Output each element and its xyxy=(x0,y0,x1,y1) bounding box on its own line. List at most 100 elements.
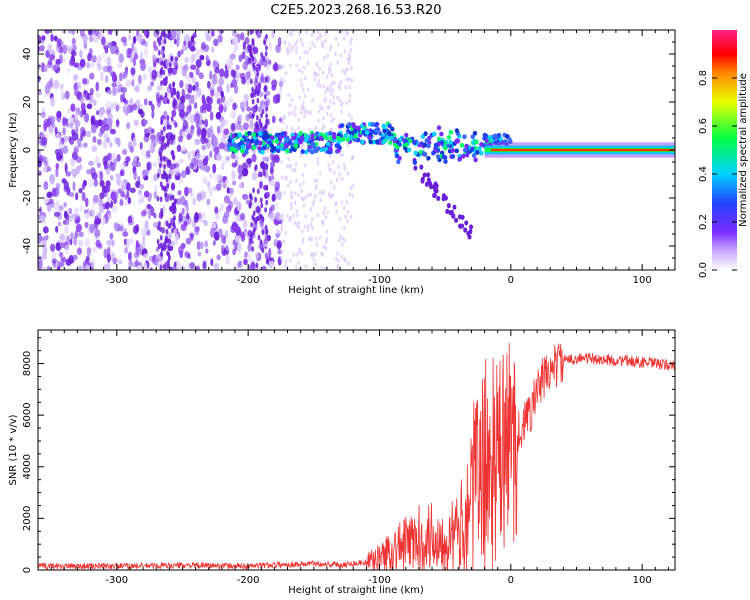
noise-blob xyxy=(225,58,231,67)
noise-blob xyxy=(218,174,224,182)
signal-blob xyxy=(387,123,392,129)
noise-blob xyxy=(212,59,217,70)
noise-blob xyxy=(129,98,133,105)
signal-blob xyxy=(270,135,275,141)
noise-blob xyxy=(163,163,166,170)
noise-blob xyxy=(305,109,308,115)
noise-blob xyxy=(300,251,304,256)
noise-blob xyxy=(171,109,177,118)
noise-blob xyxy=(170,182,176,191)
signal-blob xyxy=(227,138,232,144)
noise-blob xyxy=(136,265,143,270)
noise-blob xyxy=(62,44,68,55)
noise-blob xyxy=(124,69,128,78)
noise-blob xyxy=(216,212,220,222)
noise-blob xyxy=(176,35,180,45)
noise-blob xyxy=(55,200,60,208)
noise-blob xyxy=(185,237,192,245)
noise-blob xyxy=(342,162,346,168)
signal-blob xyxy=(385,135,390,141)
noise-blob xyxy=(302,203,306,208)
signal-blob xyxy=(370,129,375,135)
noise-blob xyxy=(224,119,228,126)
noise-blob xyxy=(105,185,111,193)
noise-blob xyxy=(199,54,205,61)
noise-blob xyxy=(338,216,342,222)
noise-blob xyxy=(107,30,113,35)
noise-blob xyxy=(151,110,155,119)
noise-blob xyxy=(292,252,296,257)
noise-blob xyxy=(96,92,101,99)
noise-blob xyxy=(342,225,346,230)
signal-blob xyxy=(406,147,412,153)
noise-blob xyxy=(55,58,61,66)
noise-blob xyxy=(229,53,236,60)
noise-blob xyxy=(264,51,268,57)
noise-blob xyxy=(205,35,212,42)
noise-blob xyxy=(324,245,328,251)
signal-blob xyxy=(458,223,463,229)
noise-blob xyxy=(300,196,304,202)
noise-blob xyxy=(169,195,173,201)
noise-blob xyxy=(161,226,166,234)
noise-blob xyxy=(105,100,112,111)
noise-blob xyxy=(280,76,283,81)
noise-blob xyxy=(175,64,179,71)
noise-blob xyxy=(105,168,110,174)
noise-blob xyxy=(312,257,316,263)
noise-layer xyxy=(38,30,355,270)
noise-blob xyxy=(329,91,333,97)
noise-blob xyxy=(154,184,158,193)
noise-blob xyxy=(315,63,319,68)
noise-blob xyxy=(47,43,53,53)
noise-blob xyxy=(240,32,245,41)
noise-blob xyxy=(74,120,81,128)
y-tick-label: 40 xyxy=(22,48,33,61)
noise-blob xyxy=(209,70,213,80)
signal-blob xyxy=(424,181,429,187)
signal-blob xyxy=(454,217,459,223)
noise-blob xyxy=(84,264,90,270)
noise-blob xyxy=(313,178,316,183)
noise-blob xyxy=(231,170,236,181)
noise-blob xyxy=(198,72,204,80)
signal-blob xyxy=(422,142,428,148)
noise-blob xyxy=(163,38,167,45)
noise-blob xyxy=(78,239,84,247)
noise-blob xyxy=(59,242,65,249)
noise-blob xyxy=(68,254,74,264)
noise-blob xyxy=(349,214,353,219)
noise-blob xyxy=(196,192,202,202)
noise-blob xyxy=(177,50,181,58)
noise-blob xyxy=(62,116,66,127)
noise-blob xyxy=(228,187,234,195)
noise-blob xyxy=(256,71,260,77)
signal-blob xyxy=(479,142,484,147)
signal-blob xyxy=(413,165,418,171)
noise-blob xyxy=(177,135,183,143)
signal-blob xyxy=(448,129,454,135)
signal-blob xyxy=(439,140,445,145)
noise-blob xyxy=(299,153,303,158)
noise-blob xyxy=(166,182,170,189)
noise-blob xyxy=(99,192,105,200)
x-tick-label: -300 xyxy=(105,575,128,586)
noise-blob xyxy=(129,187,136,194)
noise-blob xyxy=(92,99,97,106)
noise-blob xyxy=(230,123,236,132)
noise-blob xyxy=(334,36,338,41)
noise-blob xyxy=(219,117,226,127)
noise-blob xyxy=(184,251,191,258)
noise-blob xyxy=(147,66,153,74)
noise-blob xyxy=(348,98,351,104)
noise-blob xyxy=(200,105,204,114)
signal-blob xyxy=(403,142,409,148)
noise-blob xyxy=(173,261,177,268)
noise-blob xyxy=(339,53,343,59)
noise-blob xyxy=(325,229,329,234)
noise-blob xyxy=(342,257,346,262)
noise-blob xyxy=(143,30,148,37)
noise-blob xyxy=(167,231,172,240)
